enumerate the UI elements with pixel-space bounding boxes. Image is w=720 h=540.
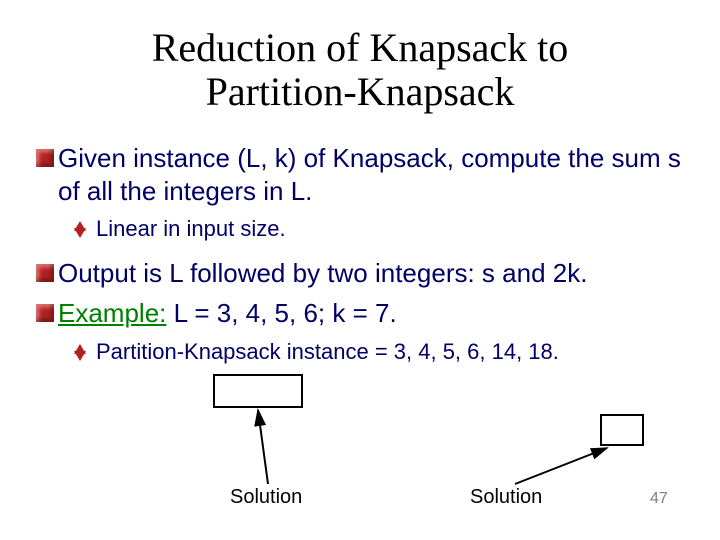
slide: Reduction of Knapsack to Partition-Knaps…: [0, 0, 720, 540]
bullet-3a-text: Partition-Knapsack instance = 3, 4, 5, 6…: [96, 338, 559, 366]
solution-label-left: Solution: [230, 486, 302, 509]
highlight-box-2: [600, 414, 644, 446]
bullet-3-rest: L = 3, 4, 5, 6; k = 7.: [166, 298, 396, 328]
bullet-1a-text: Linear in input size.: [96, 215, 286, 243]
arrow-1: [258, 410, 268, 484]
arrow-2: [515, 448, 607, 484]
square-bullet-icon: [36, 264, 54, 282]
title-line-1: Reduction of Knapsack to: [152, 25, 569, 70]
diamond-bullet-icon: [72, 221, 86, 235]
bullet-2: Output is L followed by two integers: s …: [36, 257, 684, 290]
slide-title: Reduction of Knapsack to Partition-Knaps…: [30, 26, 690, 114]
title-line-2: Partition-Knapsack: [206, 69, 515, 114]
bullet-3: Example: L = 3, 4, 5, 6; k = 7.: [36, 297, 684, 330]
square-bullet-icon: [36, 304, 54, 322]
page-number: 47: [650, 490, 668, 508]
square-bullet-icon: [36, 149, 54, 167]
bullet-1a: Linear in input size.: [72, 215, 684, 243]
bullet-1-text: Given instance (L, k) of Knapsack, compu…: [58, 142, 684, 207]
diamond-bullet-icon: [72, 344, 86, 358]
bullet-3a: Partition-Knapsack instance = 3, 4, 5, 6…: [72, 338, 684, 366]
bullet-1: Given instance (L, k) of Knapsack, compu…: [36, 142, 684, 207]
bullet-2-text: Output is L followed by two integers: s …: [58, 257, 587, 290]
slide-body: Given instance (L, k) of Knapsack, compu…: [30, 142, 690, 365]
solution-label-right: Solution: [470, 486, 542, 509]
highlight-box-1: [213, 374, 303, 408]
bullet-3-text: Example: L = 3, 4, 5, 6; k = 7.: [58, 297, 397, 330]
example-label: Example:: [58, 298, 166, 328]
